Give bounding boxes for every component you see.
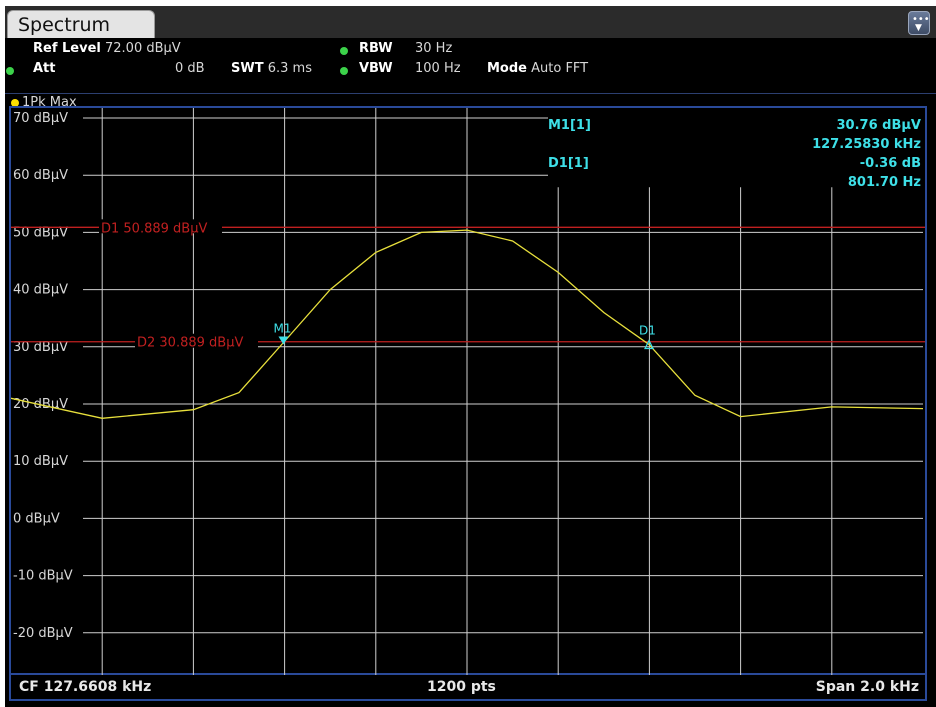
att[interactable]: Att (33, 61, 56, 76)
tab-spectrum-label: Spectrum (18, 14, 111, 36)
chevron-down-icon: ▼ (915, 23, 922, 33)
y-tick-label: 0 dBµV (13, 511, 60, 526)
marker-d1-tag: D1 (639, 324, 656, 338)
y-tick-label: -20 dBµV (13, 626, 73, 641)
y-tick-label: 50 dBµV (13, 225, 68, 240)
display-line-label-bg (99, 219, 222, 234)
trace-indicator-dot-icon (11, 99, 19, 107)
display-line-label-bg (135, 333, 258, 348)
att-label: Att (33, 61, 56, 76)
marker-m1-tag: M1 (273, 321, 291, 335)
vbw-label: VBW (359, 61, 393, 76)
span[interactable]: Span 2.0 kHz (815, 679, 919, 695)
mode[interactable]: Mode Auto FFT (487, 61, 588, 76)
y-tick-label: -10 dBµV (13, 569, 73, 584)
settings-panel: Ref Level 72.00 dBµV Att 0 dB SWT 6.3 ms… (5, 38, 936, 94)
trace-info-bar (5, 93, 936, 112)
vbw-value: 100 Hz (415, 61, 461, 76)
swt-value: 6.3 ms (267, 61, 312, 76)
window-menu-button[interactable]: ••• ▼ (908, 11, 930, 35)
marker-m1-triangle-icon (278, 336, 289, 345)
rbw-status-dot-icon (340, 47, 348, 55)
display-line-label-2: D2 30.889 dBµV (137, 336, 243, 351)
vbw-status-dot-icon (340, 67, 348, 75)
display-line-label-1: D1 50.889 dBµV (101, 221, 207, 236)
display-lines: D1 50.889 dBµV D2 30.889 dBµV (11, 219, 925, 351)
trace-1-line (10, 229, 924, 419)
ref-level[interactable]: Ref Level 72.00 dBµV (33, 41, 181, 56)
grid (83, 108, 923, 675)
marker-d1-triangle-icon (644, 339, 655, 350)
rbw-label: RBW (359, 41, 393, 56)
tab-spectrum[interactable]: Spectrum (7, 10, 155, 38)
marker-d1-frequency: 801.70 Hz (848, 175, 921, 190)
y-tick-label: 30 dBµV (13, 340, 68, 355)
mode-label: Mode (487, 61, 527, 76)
rbw[interactable]: RBW (359, 41, 393, 56)
marker-d1-label: D1[1] (548, 156, 589, 171)
vbw[interactable]: VBW (359, 61, 393, 76)
ref-level-label: Ref Level (33, 41, 101, 56)
status-footer: CF 127.6608 kHz 1200 pts Span 2.0 kHz (9, 675, 927, 701)
marker-m1-frequency: 127.25830 kHz (812, 137, 921, 152)
y-tick-label: 40 dBµV (13, 283, 68, 298)
rbw-value: 30 Hz (415, 41, 453, 56)
title-bar: Spectrum ••• ▼ (5, 6, 936, 38)
y-tick-label: 60 dBµV (13, 168, 68, 183)
att-status-dot-icon (6, 67, 14, 75)
marker-info-panel: M1[1] 30.76 dBµV 127.25830 kHz D1[1] -0.… (548, 118, 921, 190)
marker-m1-level: 30.76 dBµV (837, 118, 922, 133)
att-value: 0 dB (175, 61, 205, 76)
swt-label: SWT (231, 61, 264, 76)
dots-icon: ••• (912, 14, 930, 25)
mode-value: Auto FFT (531, 61, 589, 76)
center-frequency[interactable]: CF 127.6608 kHz (19, 679, 152, 695)
markers: M1 D1 (273, 321, 656, 350)
y-tick-label: 10 dBµV (13, 454, 68, 469)
y-tick-label: 70 dBµV (13, 111, 68, 126)
spectrum-diagram[interactable]: 70 dBµV 60 dBµV 50 dBµV 40 dBµV 30 dBµV 20 dB… (9, 106, 927, 675)
swt[interactable]: SWT 6.3 ms (231, 61, 312, 76)
sweep-points: 1200 pts (427, 679, 496, 695)
marker-d1-level: -0.36 dB (860, 156, 921, 171)
marker-m1-label: M1[1] (548, 118, 591, 133)
ref-level-value: 72.00 dBµV (105, 41, 181, 56)
